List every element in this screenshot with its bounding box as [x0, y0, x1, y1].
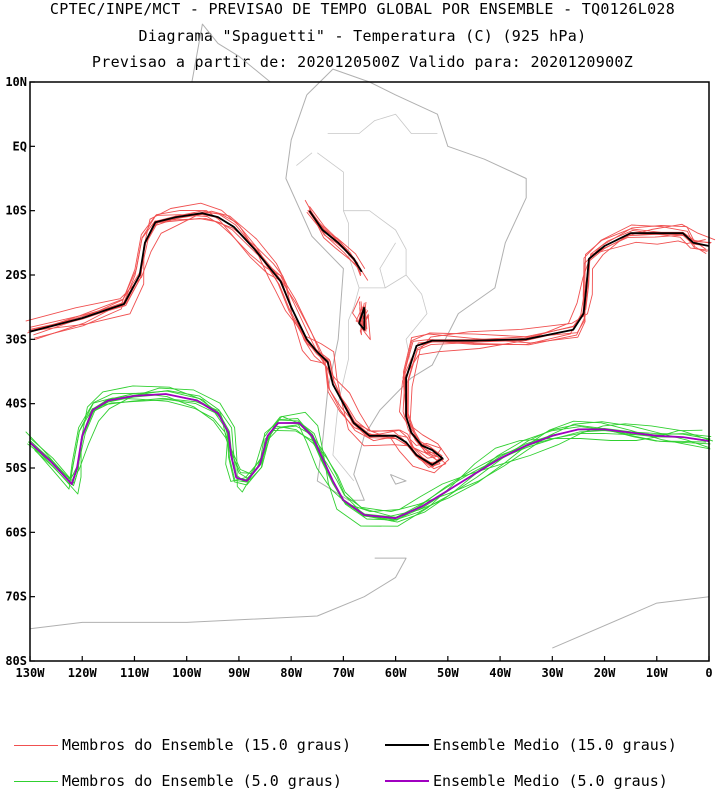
ensemble-member-line [25, 387, 703, 527]
lat-tick-label: 70S [5, 590, 27, 604]
ensemble-mean-line [29, 393, 710, 520]
lon-tick-label: 60W [385, 666, 407, 680]
coastlines-layer [29, 23, 710, 649]
lat-tick-label: 10S [5, 204, 27, 218]
ensemble-member-line [29, 393, 710, 518]
lon-tick-label: 0 [705, 666, 712, 680]
lat-tick-label: 40S [5, 397, 27, 411]
ensemble-mean-line [358, 306, 366, 331]
lon-tick-label: 90W [228, 666, 250, 680]
legend-label: Ensemble Medio (5.0 graus) [433, 772, 668, 790]
lon-tick-label: 70W [333, 666, 355, 680]
lon-tick-label: 130W [16, 666, 46, 680]
legend-item-members-5: Membros do Ensemble (5.0 graus) [14, 772, 342, 790]
lon-tick-label: 20W [594, 666, 616, 680]
lon-tick-label: 120W [68, 666, 98, 680]
legend-label: Membros do Ensemble (5.0 graus) [62, 772, 342, 790]
coastline [552, 596, 710, 649]
ensemble-member-line [28, 393, 709, 521]
legend-swatch-red [14, 744, 58, 746]
country-border [296, 152, 313, 166]
legend-item-members-15: Membros do Ensemble (15.0 graus) [14, 736, 351, 754]
legend-item-mean-5: Ensemble Medio (5.0 graus) [385, 772, 668, 790]
ensemble-members-layer [25, 199, 716, 527]
ensemble-member-line [27, 218, 709, 470]
title-line-2: Diagrama "Spaguetti" - Temperatura (C) (… [138, 27, 587, 45]
ensemble-member-line [306, 211, 366, 269]
title-line-1: CPTEC/INPE/MCT - PREVISAO DE TEMPO GLOBA… [49, 0, 676, 18]
ensemble-mean-layer [29, 210, 710, 520]
lon-tick-label: 50W [437, 666, 459, 680]
lon-tick-label: 40W [489, 666, 511, 680]
ensemble-member-line [27, 385, 714, 513]
ensemble-member-line [29, 390, 711, 518]
country-border [327, 113, 438, 134]
ensemble-member-line [33, 399, 711, 522]
lat-tick-label: 50S [5, 461, 27, 475]
map-frame [29, 81, 710, 662]
lat-tick-label: 80S [5, 654, 27, 668]
lat-tick-label: 30S [5, 332, 27, 346]
ensemble-member-line [352, 296, 367, 325]
coastline [389, 473, 407, 485]
lon-tick-label: 10W [646, 666, 668, 680]
legend-swatch-purple [385, 780, 429, 782]
coastline [191, 23, 271, 83]
ensemble-member-line [34, 397, 711, 517]
lat-tick-label: 10N [5, 75, 27, 89]
coastline [29, 557, 407, 630]
lat-tick-label: EQ [13, 139, 27, 153]
lon-tick-label: 80W [280, 666, 302, 680]
lon-tick-label: 100W [172, 666, 202, 680]
lon-tick-label: 110W [120, 666, 150, 680]
legend-swatch-green [14, 780, 58, 782]
ensemble-member-line [33, 392, 710, 513]
lat-tick-label: 60S [5, 525, 27, 539]
ensemble-mean-line [29, 212, 710, 466]
ensemble-member-line [27, 397, 707, 523]
legend-label: Ensemble Medio (15.0 graus) [433, 736, 677, 754]
ensemble-member-line [28, 202, 716, 457]
legend-item-mean-15: Ensemble Medio (15.0 graus) [385, 736, 677, 754]
country-border [343, 210, 428, 366]
ensemble-member-line [29, 390, 712, 521]
coastline [285, 68, 527, 501]
legend-swatch-black [385, 744, 429, 746]
title-line-3: Previsao a partir de: 2020120500Z Valido… [91, 53, 634, 71]
ensemble-mean-line [308, 210, 363, 273]
lon-tick-label: 30W [541, 666, 563, 680]
country-border [317, 152, 360, 482]
lat-tick-label: 20S [5, 268, 27, 282]
country-border [379, 242, 407, 289]
legend-label: Membros do Ensemble (15.0 graus) [62, 736, 351, 754]
